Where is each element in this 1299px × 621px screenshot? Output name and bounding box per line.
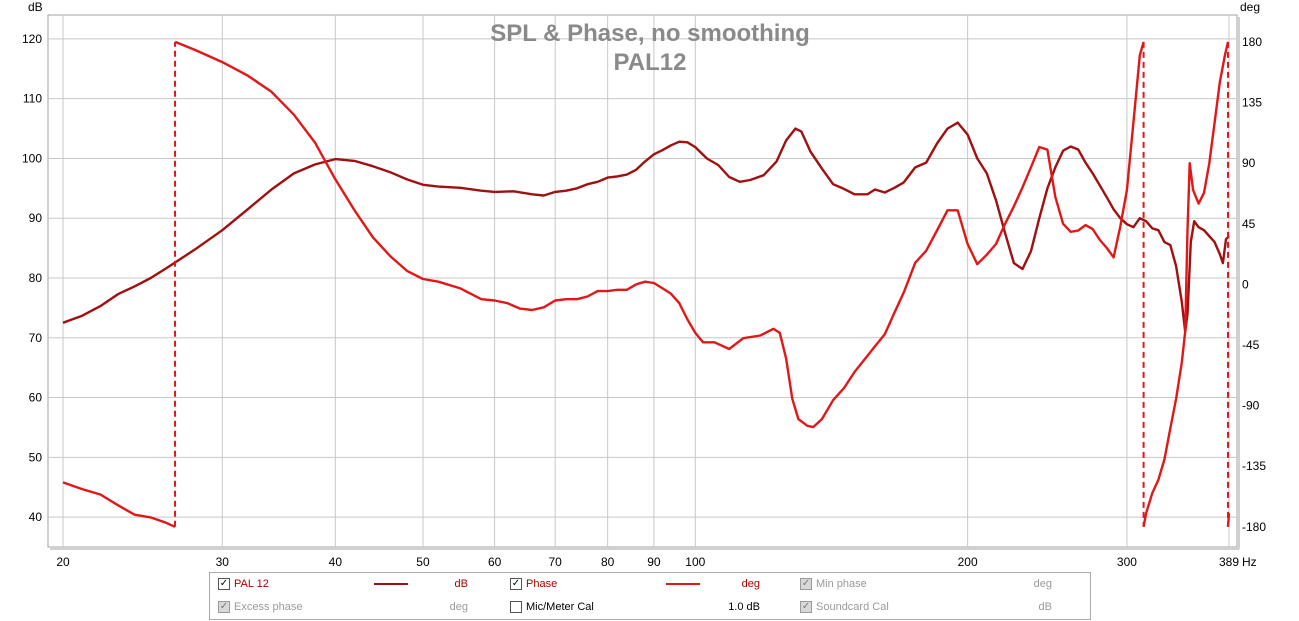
y-right-axis-label: deg [1240,0,1260,14]
x-unit-label: Hz [1242,555,1257,569]
x-tick-label: 200 [958,555,978,569]
minphase-unit: deg [1033,578,1052,590]
pal12-unit: dB [454,578,468,590]
x-tick-label: 389 [1219,555,1239,569]
y-left-tick-label: 40 [29,510,43,524]
x-tick-label: 20 [56,555,70,569]
series-line-spl [62,121,1230,333]
x-tick-label: 70 [549,555,563,569]
micmeter-unit: 1.0 dB [728,601,760,613]
pal12-swatch [374,583,408,585]
y-left-tick-label: 110 [23,92,42,106]
x-tick-label: 50 [416,555,430,569]
soundcard-unit: dB [1038,601,1052,613]
y-right-tick-label: 0 [1242,277,1249,291]
y-right-tick-label: 180 [1242,35,1262,49]
y-right-tick-label: -45 [1242,338,1260,352]
x-tick-label: 30 [216,555,230,569]
y-left-tick-label: 90 [29,211,43,225]
axes-layer: 20 30 40 50 60 70 80 90 100 200 300 389 Hz 40 50 60 70 80… [22,0,1266,569]
y-right-tick-label: 90 [1242,156,1256,170]
x-tick-label: 300 [1117,555,1137,569]
excess-label: Excess phase [234,601,303,613]
y-left-tick-label: 50 [29,450,43,464]
phase-checkbox[interactable]: ✓ [510,578,522,590]
micmeter-label: Mic/Meter Cal [526,601,594,613]
y-left-tick-label: 120 [22,32,42,46]
y-right-tick-label: 135 [1242,96,1262,110]
minphase-label: Min phase [816,578,867,590]
y-right-tick-label: -90 [1242,399,1260,413]
y-left-tick-label: 60 [29,391,43,405]
y-right-tick-label: 45 [1242,217,1256,231]
y-left-axis-label: dB [28,0,43,14]
pal12-checkbox[interactable]: ✓ [218,578,230,590]
series-line-phase [1142,41,1230,528]
chart-title: SPL & Phase, no smoothing [490,20,810,47]
x-tick-label: 80 [601,555,615,569]
excess-unit: deg [449,601,468,613]
chart-canvas: 20 30 40 50 60 70 80 90 100 200 300 389 Hz 40 50 60 70 80… [22,0,1266,569]
grid-layer [47,14,1240,550]
chart-subtitle: PAL12 [614,49,687,76]
y-right-tick-label: -180 [1242,520,1266,534]
x-tick-label: 100 [685,555,705,569]
soundcard-checkbox[interactable]: ✓ [800,601,812,613]
plot-frame [47,14,1238,548]
x-tick-label: 60 [488,555,502,569]
series-layer [62,40,1231,528]
minphase-checkbox[interactable]: ✓ [800,578,812,590]
x-tick-label: 90 [647,555,661,569]
series-line-phase [62,481,176,528]
phase-label: Phase [526,578,558,590]
pal12-label: PAL 12 [234,578,269,590]
x-tick-label: 40 [329,555,343,569]
series-line-phase [174,40,1145,429]
excess-checkbox[interactable]: ✓ [218,601,230,613]
phase-swatch [666,583,700,585]
y-right-tick-label: -135 [1242,459,1266,473]
phase-unit: deg [741,578,760,590]
y-left-tick-label: 70 [29,331,43,345]
micmeter-checkbox[interactable] [510,601,522,613]
soundcard-label: Soundcard Cal [816,601,889,613]
y-left-tick-label: 80 [29,271,43,285]
legend-panel: ✓ PAL 12 dB ✓ Phase deg ✓ Min phase deg … [209,572,1091,620]
y-left-tick-label: 100 [22,151,42,165]
